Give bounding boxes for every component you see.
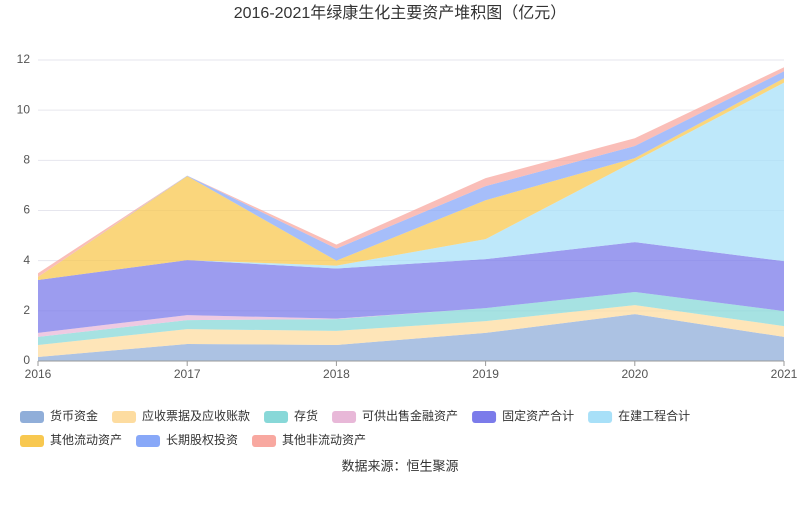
legend-item: 长期股权投资: [136, 432, 238, 447]
y-tick-label: 6: [23, 203, 30, 217]
legend-label: 其他流动资产: [50, 433, 122, 447]
x-tick-label: 2019: [472, 367, 499, 381]
x-tick-label: 2020: [621, 367, 648, 381]
legend-swatch: [332, 411, 357, 423]
legend-swatch: [112, 411, 137, 423]
legend-item: 固定资产合计: [472, 408, 574, 423]
y-tick-label: 0: [23, 353, 30, 367]
legend-swatch: [20, 435, 44, 447]
y-tick-label: 4: [23, 253, 30, 267]
legend-label: 货币资金: [50, 408, 98, 423]
legend-swatch: [136, 435, 161, 447]
y-tick-label: 2: [23, 303, 30, 317]
legend-item: 存货: [264, 408, 318, 423]
x-tick-label: 2021: [771, 367, 798, 381]
legend-label: 存货: [294, 408, 318, 423]
legend-item: 应收票据及应收账款: [112, 408, 250, 423]
legend-item: 在建工程合计: [588, 408, 690, 423]
legend-item: 可供出售金融资产: [332, 408, 458, 423]
legend-swatch: [252, 435, 277, 447]
legend-swatch: [472, 411, 497, 423]
legend-label: 长期股权投资: [166, 432, 238, 447]
area: [38, 292, 784, 345]
legend-swatch: [264, 411, 289, 423]
legend-label: 固定资产合计: [502, 408, 574, 423]
x-tick-label: 2016: [25, 367, 52, 381]
legend-item: 其他非流动资产: [252, 433, 366, 447]
legend-label: 在建工程合计: [618, 408, 690, 423]
area: [38, 82, 784, 280]
legend-label: 应收票据及应收账款: [142, 408, 250, 423]
legend-swatch: [588, 411, 613, 423]
y-tick-label: 10: [17, 102, 31, 116]
area: [38, 305, 784, 357]
area: [38, 242, 784, 333]
legend-label: 其他非流动资产: [282, 433, 366, 447]
y-tick-label: 12: [17, 52, 31, 66]
legend-label: 可供出售金融资产: [362, 408, 458, 423]
area: [38, 314, 784, 361]
y-tick-label: 8: [23, 153, 30, 167]
legend-item: 其他流动资产: [20, 433, 122, 447]
area: [38, 78, 784, 280]
legend-item: 货币资金: [20, 408, 98, 423]
legend-swatch: [20, 411, 44, 423]
chart-title: 2016-2021年绿康生化主要资产堆积图（亿元）: [234, 4, 567, 22]
source-note: 数据来源：恒生聚源: [341, 458, 458, 473]
x-tick-label: 2017: [174, 367, 201, 381]
x-tick-label: 2018: [323, 367, 350, 381]
